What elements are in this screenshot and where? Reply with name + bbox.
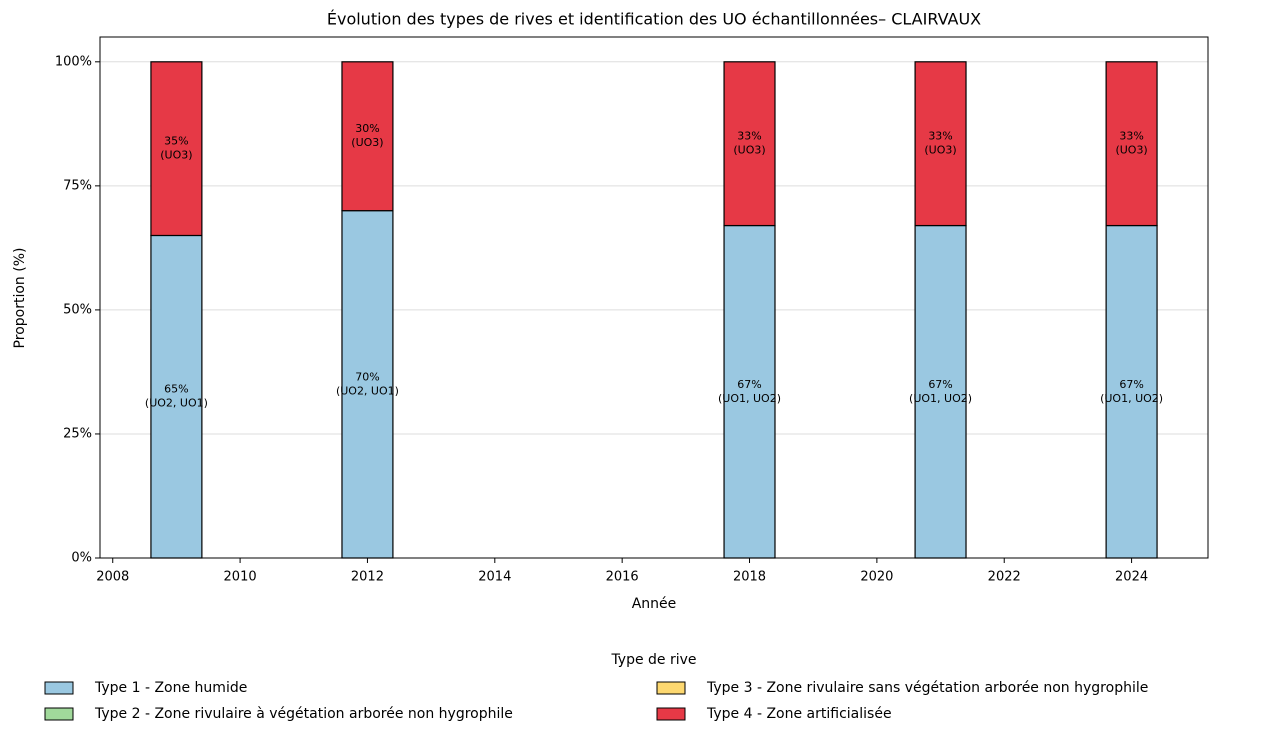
legend-swatch: [656, 681, 686, 695]
uo-label: (UO3): [351, 136, 383, 149]
data-label: 70%: [355, 370, 379, 383]
bar-segment: [1105, 224, 1158, 559]
legend-swatch: [656, 707, 686, 721]
chart-title: Évolution des types de rives et identifi…: [327, 10, 981, 29]
legend-label: Type 4 - Zone artificialisée: [706, 706, 892, 722]
x-tick-label: 2014: [478, 570, 511, 585]
uo-label: (UO3): [1115, 144, 1147, 157]
uo-label: (UO3): [160, 149, 192, 162]
bar-segment: [341, 210, 394, 559]
legend-label: Type 1 - Zone humide: [94, 680, 247, 696]
legend-swatch: [44, 707, 74, 721]
bar-segment: [150, 61, 203, 237]
bar-segment: [914, 224, 967, 559]
data-label: 67%: [737, 378, 761, 391]
bar-segment: [723, 224, 776, 559]
legend-swatch: [44, 681, 74, 695]
x-axis-label: Année: [632, 596, 677, 612]
legend-title: Type de rive: [610, 652, 696, 668]
bar-segment: [341, 61, 394, 212]
y-tick-label: 25%: [63, 426, 92, 441]
legend-label: Type 3 - Zone rivulaire sans végétation …: [706, 680, 1148, 696]
data-label: 33%: [737, 130, 761, 143]
uo-label: (UO3): [733, 144, 765, 157]
data-label: 35%: [164, 135, 188, 148]
y-tick-label: 100%: [55, 54, 92, 69]
y-tick-label: 75%: [63, 178, 92, 193]
plot-frame: [99, 36, 1209, 559]
legend-label: Type 2 - Zone rivulaire à végétation arb…: [94, 706, 513, 722]
x-tick-label: 2018: [733, 570, 766, 585]
bar-segment: [1105, 61, 1158, 227]
uo-label: (UO1, UO2): [909, 392, 972, 405]
x-tick-label: 2012: [351, 570, 384, 585]
uo-label: (UO2, UO1): [336, 384, 399, 397]
data-label: 67%: [1119, 378, 1143, 391]
y-tick-label: 50%: [63, 302, 92, 317]
uo-label: (UO2, UO1): [145, 397, 208, 410]
uo-label: (UO1, UO2): [1100, 392, 1163, 405]
data-label: 30%: [355, 122, 379, 135]
data-label: 33%: [928, 130, 952, 143]
uo-label: (UO3): [924, 144, 956, 157]
x-tick-label: 2024: [1115, 570, 1148, 585]
x-tick-label: 2022: [988, 570, 1021, 585]
data-label: 33%: [1119, 130, 1143, 143]
uo-label: (UO1, UO2): [718, 392, 781, 405]
x-tick-label: 2020: [860, 570, 893, 585]
x-tick-label: 2016: [606, 570, 639, 585]
data-label: 67%: [928, 378, 952, 391]
bar-segment: [914, 61, 967, 227]
data-label: 65%: [164, 383, 188, 396]
y-tick-label: 0%: [71, 551, 92, 566]
x-tick-label: 2010: [224, 570, 257, 585]
y-axis-label: Proportion (%): [12, 248, 28, 349]
x-tick-label: 2008: [96, 570, 129, 585]
bar-segment: [723, 61, 776, 227]
